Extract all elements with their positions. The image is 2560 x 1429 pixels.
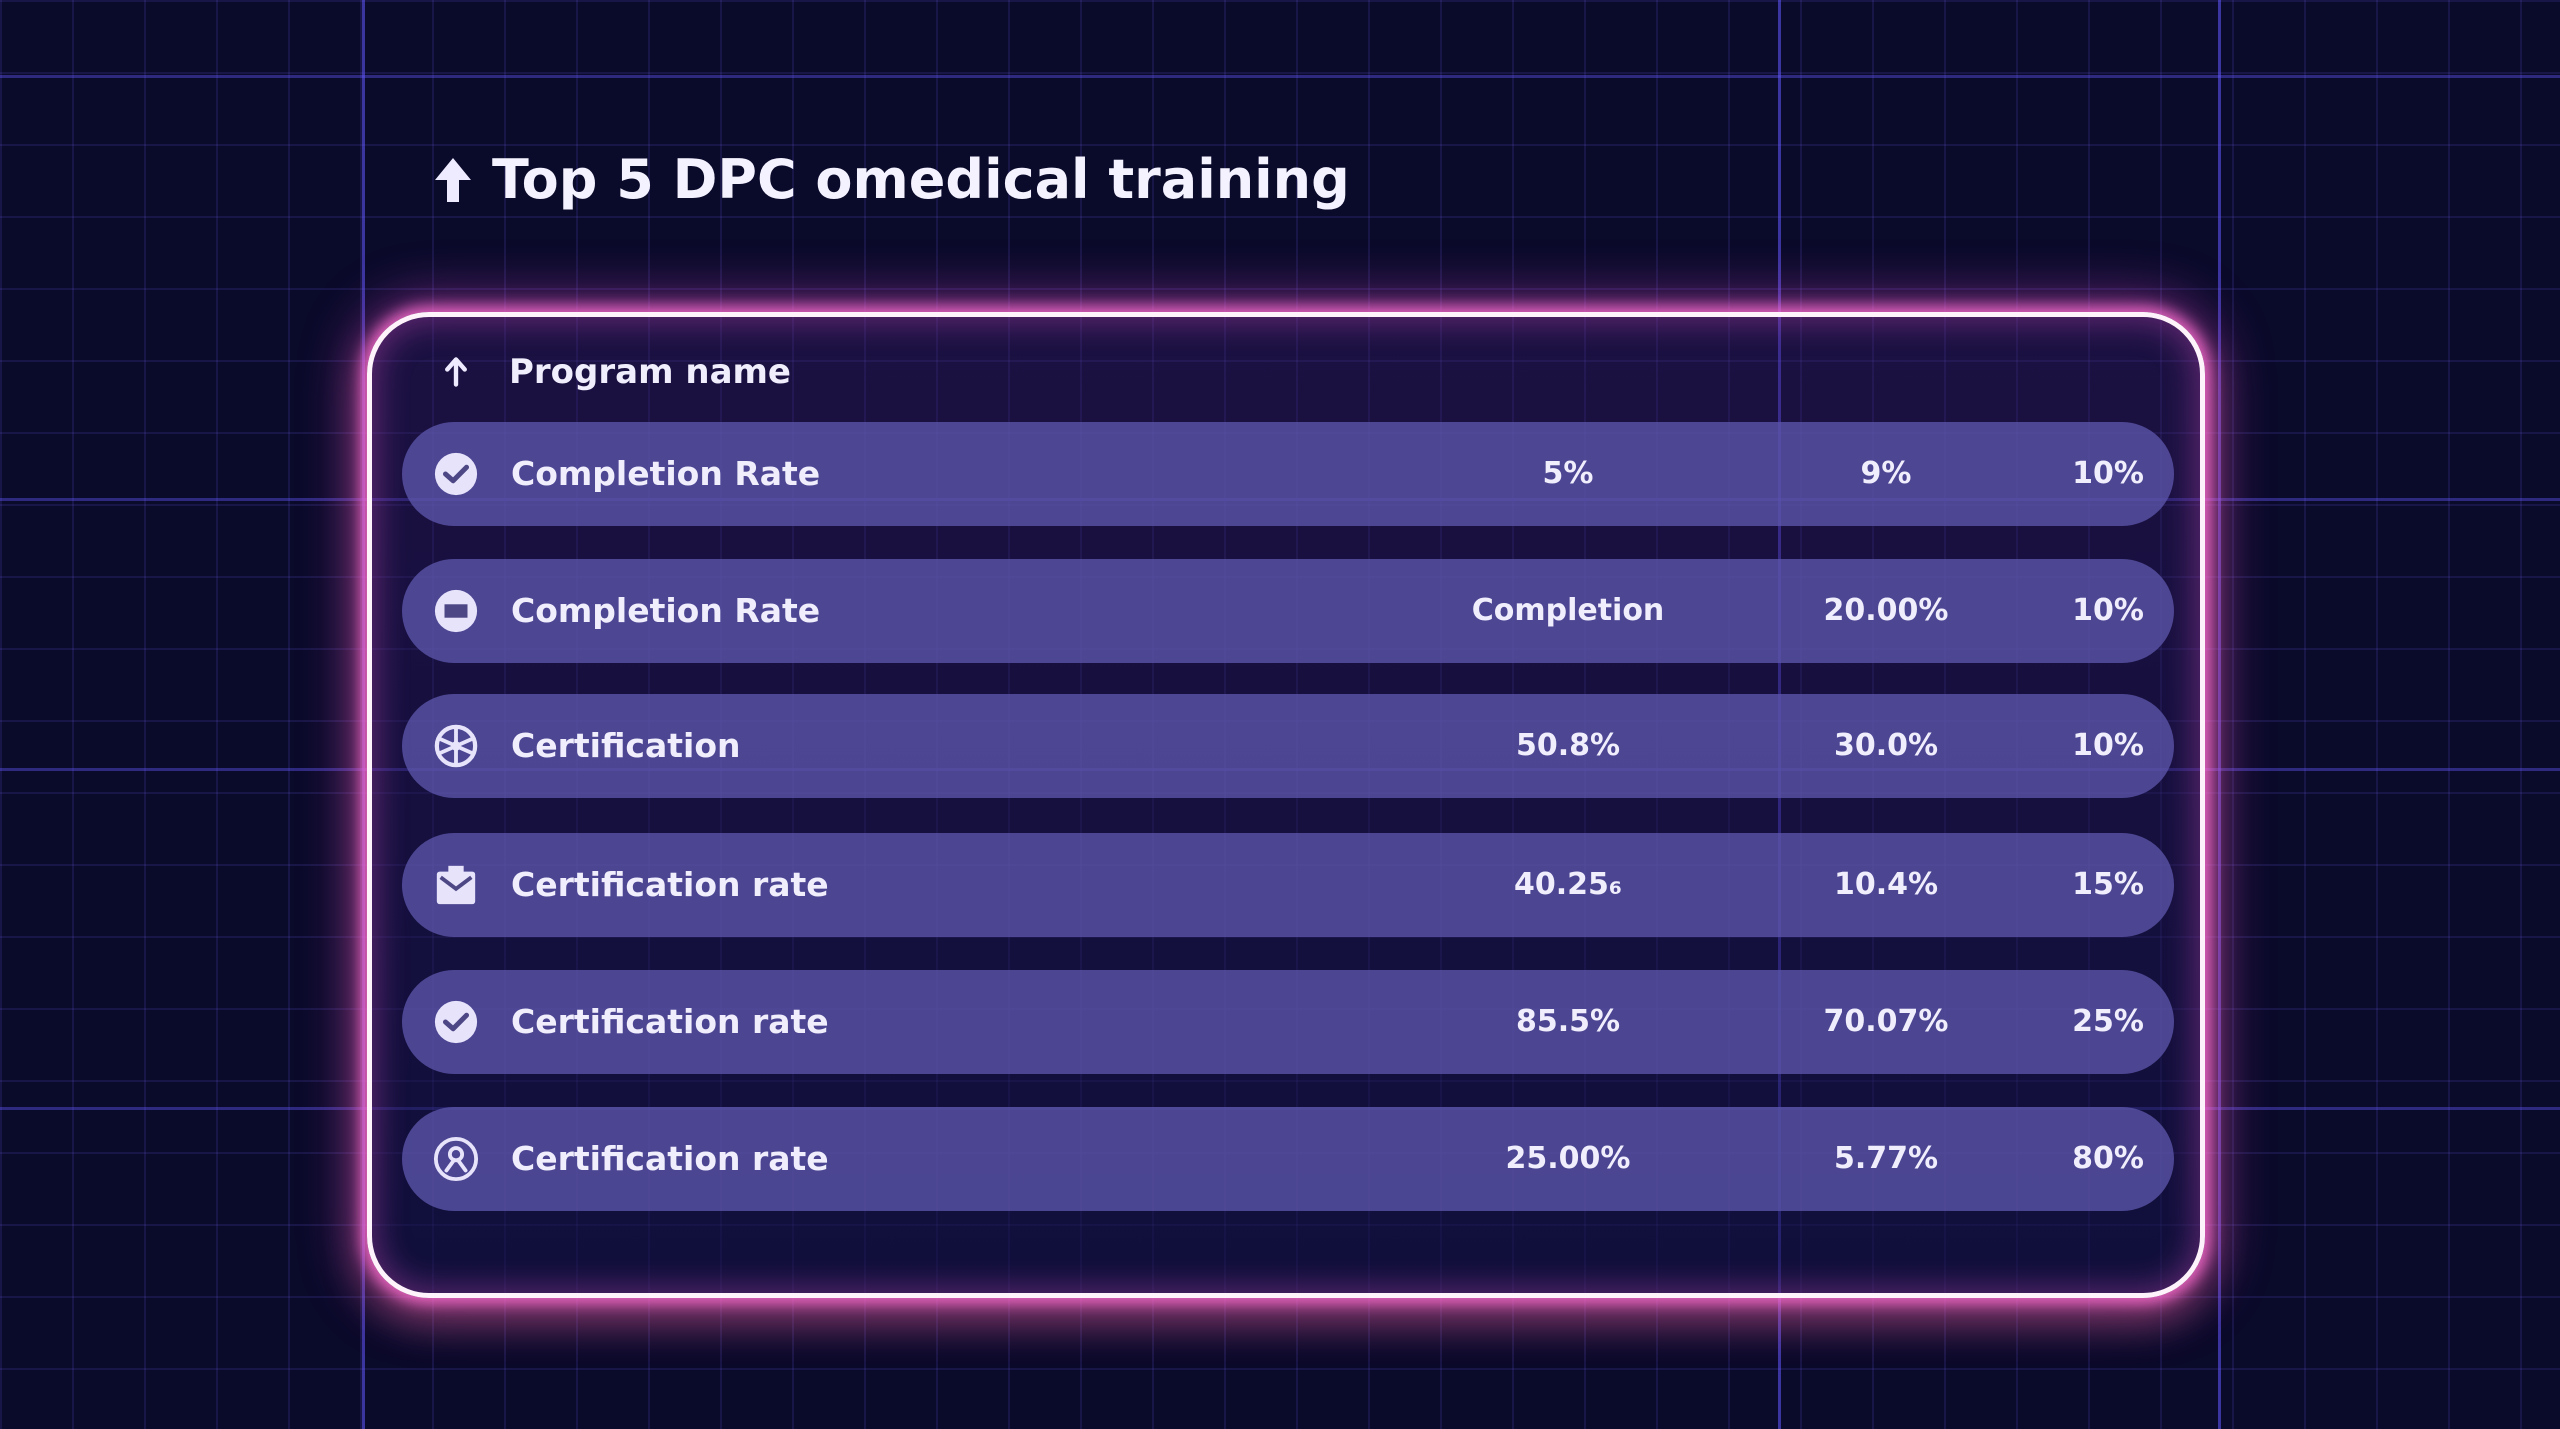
program-name: Certification rate (511, 1139, 829, 1178)
page-title: Top 5 DPC omedical training (432, 148, 1350, 211)
value-col-3: 10% (2072, 456, 2144, 491)
program-name: Certification rate (511, 1002, 829, 1041)
table-row[interactable]: Certification rate 40.25₆ 10.4% 15% (402, 833, 2174, 937)
column-header-label: Program name (509, 352, 791, 392)
value-col-1: 50.8% (1515, 728, 1621, 763)
value-col-3: 10% (2072, 593, 2144, 628)
arrow-up-icon (435, 157, 471, 202)
envelope-icon (436, 865, 476, 905)
value-col-1: 5% (1542, 456, 1594, 491)
value-col-2: 30.0% (1833, 728, 1939, 763)
column-header[interactable]: Program name (443, 352, 791, 392)
program-name: Completion Rate (511, 454, 821, 493)
sort-arrow-up-icon[interactable] (443, 357, 469, 387)
grid-line (0, 75, 2560, 78)
table-row[interactable]: Completion Rate 5% 9% 10% (402, 422, 2174, 526)
title-text: Top 5 DPC omedical training (492, 148, 1350, 211)
table-row[interactable]: Certification 50.8% 30.0% 10% (402, 694, 2174, 798)
value-col-2: 20.00% (1823, 593, 1949, 628)
value-col-2: 70.07% (1823, 1004, 1949, 1039)
table-row[interactable]: Completion Rate Completion 20.00% 10% (402, 559, 2174, 663)
grid-line (362, 0, 365, 1429)
value-col-2: 5.77% (1833, 1141, 1939, 1176)
value-col-1: 25.00% (1505, 1141, 1631, 1176)
user-circle-icon (433, 1136, 479, 1182)
grid-line (2218, 0, 2221, 1429)
program-name: Completion Rate (511, 591, 821, 630)
table-row[interactable]: Certification rate 85.5% 70.07% 25% (402, 970, 2174, 1074)
value-col-2: 9% (1860, 456, 1912, 491)
rectangle-circle-icon (434, 589, 478, 633)
value-col-3: 15% (2072, 867, 2144, 902)
check-circle-icon (434, 1000, 478, 1044)
value-col-3: 80% (2072, 1141, 2144, 1176)
program-name: Certification rate (511, 865, 829, 904)
value-col-3: 25% (2072, 1004, 2144, 1039)
value-col-2: 10.4% (1833, 867, 1939, 902)
value-col-3: 10% (2072, 728, 2144, 763)
value-col-1: Completion (1471, 593, 1665, 628)
table-row[interactable]: Certification rate 25.00% 5.77% 80% (402, 1107, 2174, 1211)
check-circle-icon (434, 452, 478, 496)
wheel-icon (434, 724, 478, 768)
program-name: Certification (511, 726, 741, 765)
value-col-1: 40.25₆ (1513, 867, 1623, 902)
value-col-1: 85.5% (1515, 1004, 1621, 1039)
